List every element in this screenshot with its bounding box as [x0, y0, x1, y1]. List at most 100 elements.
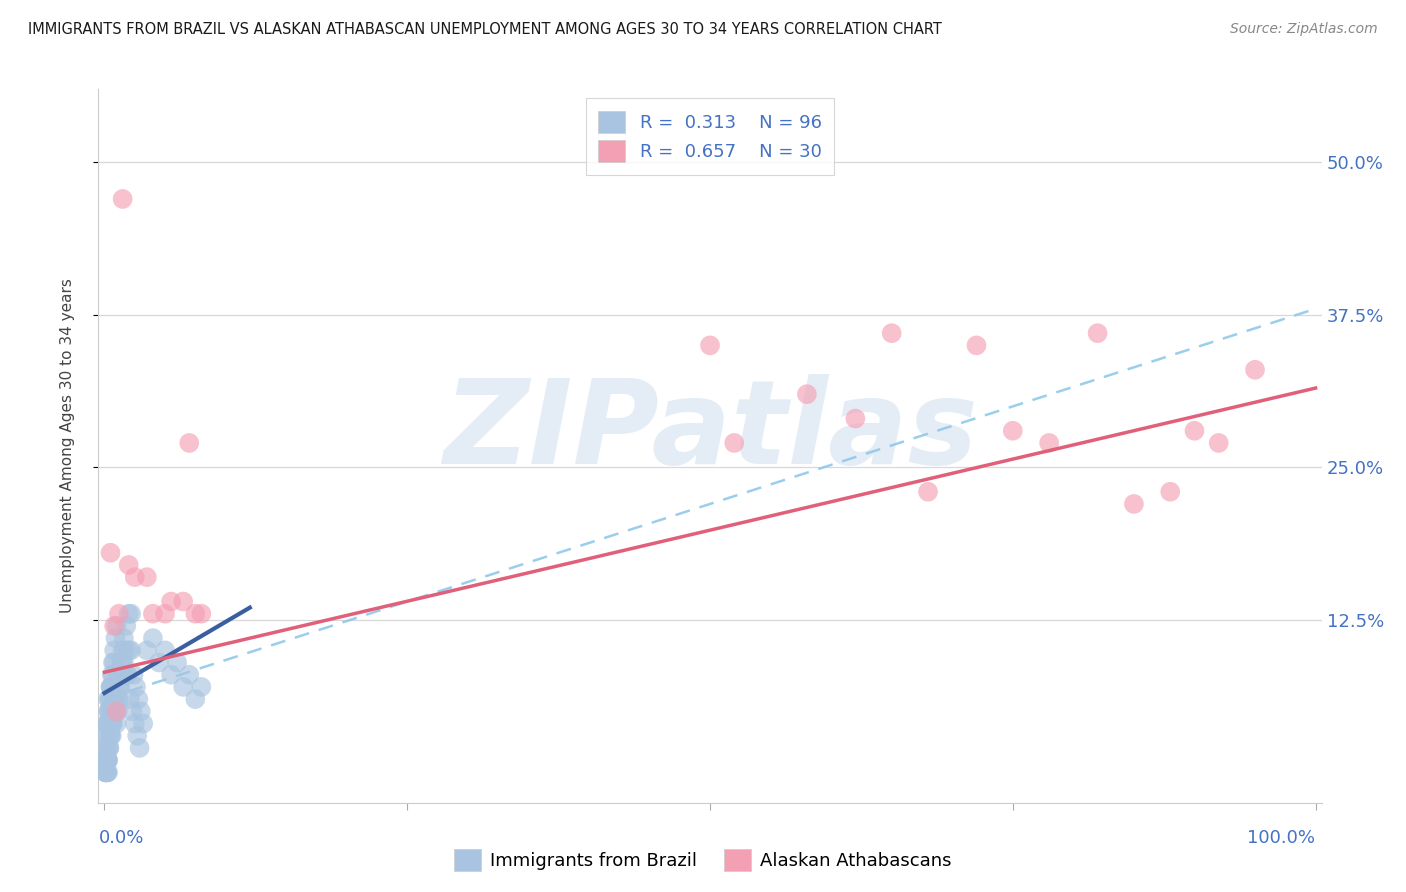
Point	[108, 680, 131, 694]
Point	[1038, 436, 1060, 450]
Point	[96, 765, 118, 780]
Point	[110, 667, 132, 681]
Point	[1244, 363, 1267, 377]
Point	[110, 667, 132, 681]
Point	[101, 667, 124, 681]
Point	[100, 716, 122, 731]
Point	[111, 656, 134, 670]
Point	[101, 704, 124, 718]
Point	[96, 753, 118, 767]
Point	[101, 704, 124, 718]
Point	[118, 607, 141, 621]
Point	[98, 704, 121, 718]
Text: 0.0%: 0.0%	[98, 829, 143, 847]
Point	[100, 716, 122, 731]
Point	[166, 656, 188, 670]
Point	[108, 692, 131, 706]
Point	[94, 740, 117, 755]
Point	[94, 753, 117, 767]
Point	[100, 680, 122, 694]
Point	[125, 680, 148, 694]
Point	[844, 411, 866, 425]
Point	[100, 729, 122, 743]
Point	[128, 740, 150, 755]
Point	[107, 704, 129, 718]
Point	[1184, 424, 1206, 438]
Point	[97, 740, 120, 755]
Point	[118, 558, 141, 572]
Point	[101, 656, 124, 670]
Point	[100, 692, 122, 706]
Point	[117, 667, 139, 681]
Point	[96, 753, 118, 767]
Point	[148, 656, 170, 670]
Point	[917, 484, 939, 499]
Point	[104, 692, 127, 706]
Point	[105, 716, 128, 731]
Point	[94, 765, 117, 780]
Point	[110, 656, 132, 670]
Point	[179, 667, 201, 681]
Point	[97, 753, 120, 767]
Point	[122, 667, 145, 681]
Point	[98, 692, 121, 706]
Point	[108, 607, 131, 621]
Point	[153, 607, 176, 621]
Point	[111, 192, 134, 206]
Point	[966, 338, 988, 352]
Point	[103, 619, 125, 633]
Point	[100, 680, 122, 694]
Point	[1208, 436, 1230, 450]
Point	[118, 643, 141, 657]
Point	[1159, 484, 1181, 499]
Point	[111, 667, 134, 681]
Point	[796, 387, 818, 401]
Point	[97, 704, 120, 718]
Point	[118, 692, 141, 706]
Point	[121, 704, 143, 718]
Point	[190, 680, 212, 694]
Point	[115, 667, 138, 681]
Point	[124, 570, 146, 584]
Point	[184, 607, 207, 621]
Point	[94, 765, 117, 780]
Text: 100.0%: 100.0%	[1247, 829, 1315, 847]
Point	[142, 607, 165, 621]
Point	[94, 765, 117, 780]
Point	[129, 704, 152, 718]
Point	[153, 643, 176, 657]
Point	[1001, 424, 1024, 438]
Point	[100, 680, 122, 694]
Point	[880, 326, 903, 341]
Point	[184, 692, 207, 706]
Text: ZIPatlas: ZIPatlas	[443, 375, 977, 489]
Point	[723, 436, 745, 450]
Point	[1087, 326, 1109, 341]
Text: Source: ZipAtlas.com: Source: ZipAtlas.com	[1230, 22, 1378, 37]
Point	[135, 643, 157, 657]
Point	[103, 692, 125, 706]
Point	[699, 338, 721, 352]
Point	[94, 765, 117, 780]
Point	[115, 619, 138, 633]
Point	[96, 716, 118, 731]
Point	[1122, 497, 1144, 511]
Point	[190, 607, 212, 621]
Point	[94, 729, 117, 743]
Point	[172, 680, 194, 694]
Point	[120, 607, 142, 621]
Point	[172, 594, 194, 608]
Point	[97, 753, 120, 767]
Point	[96, 753, 118, 767]
Point	[103, 643, 125, 657]
Point	[96, 753, 118, 767]
Point	[105, 704, 128, 718]
Point	[104, 631, 127, 645]
Point	[103, 704, 125, 718]
Point	[160, 594, 183, 608]
Point	[105, 680, 128, 694]
Legend: R =  0.313    N = 96, R =  0.657    N = 30: R = 0.313 N = 96, R = 0.657 N = 30	[586, 98, 834, 175]
Y-axis label: Unemployment Among Ages 30 to 34 years: Unemployment Among Ages 30 to 34 years	[60, 278, 75, 614]
Point	[103, 656, 125, 670]
Point	[179, 436, 201, 450]
